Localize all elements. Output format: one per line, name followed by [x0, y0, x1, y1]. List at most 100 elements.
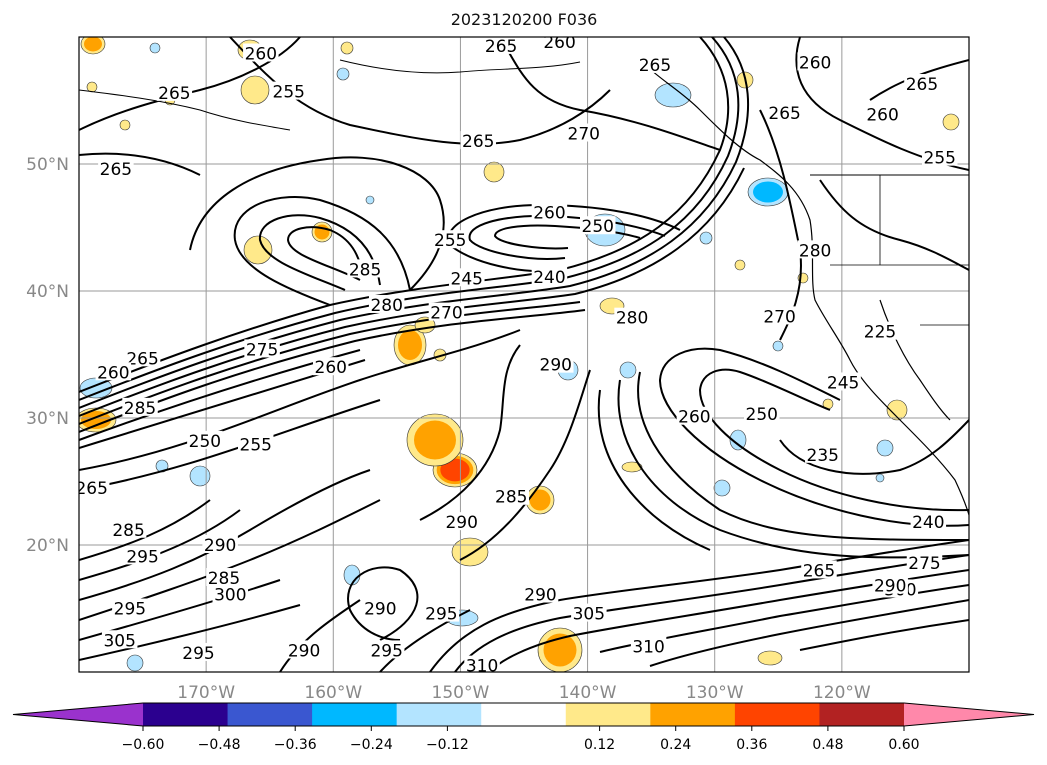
- contour-label-background: [531, 267, 568, 286]
- positive-anomaly-blob: [414, 420, 456, 460]
- contour-label-background: [212, 584, 249, 603]
- contour-label: 290: [445, 513, 477, 533]
- contour-label-background: [110, 519, 147, 538]
- contour-label: 290: [288, 641, 320, 661]
- contour-label: 295: [126, 547, 158, 567]
- positive-anomaly-blob: [340, 41, 354, 55]
- colorbar-tick-label: −0.48: [198, 737, 241, 753]
- contour-label: 265: [485, 37, 517, 57]
- trough-contour: [637, 371, 969, 541]
- negative-anomaly-blob: [149, 42, 161, 54]
- contour-label-background: [432, 230, 469, 249]
- contour-label-background: [801, 560, 837, 579]
- contour-label: 290: [364, 600, 396, 620]
- x-tick-label: 140°W: [559, 683, 617, 703]
- contour-label-background: [483, 37, 519, 54]
- contour-label-background: [124, 546, 161, 565]
- subtropic-contour: [347, 566, 419, 641]
- negative-anomaly-blob: [336, 67, 350, 81]
- swirl-contour: [233, 196, 411, 306]
- contour-label: 295: [425, 605, 457, 625]
- jet-contour: [79, 399, 381, 491]
- contour-label-background: [443, 512, 480, 531]
- contour-label: 255: [273, 83, 305, 103]
- subtropic-contour: [419, 344, 521, 521]
- contour-label: 270: [763, 307, 795, 327]
- north-contour: [499, 37, 721, 151]
- positive-anomaly-blob: [240, 75, 270, 105]
- contour-label-background: [579, 216, 616, 235]
- subtropic-contour: [79, 604, 301, 661]
- positive-anomaly-blob: [243, 235, 273, 265]
- contour-label-background: [761, 306, 798, 325]
- trough-contour: [597, 389, 711, 551]
- contour-label: 260: [533, 203, 565, 223]
- colorbar-tick-label: 0.48: [812, 737, 843, 753]
- negative-anomaly-blob: [753, 181, 783, 203]
- subtropic-contour: [279, 599, 361, 672]
- contour-label: 265: [639, 56, 671, 76]
- contour-label-background: [101, 630, 138, 649]
- contour-label: 290: [540, 356, 572, 376]
- contour-label: 310: [632, 638, 664, 658]
- colorbar-tick-label: −0.60: [122, 737, 165, 753]
- contour-label-background: [112, 598, 148, 617]
- contour-label-background: [531, 202, 568, 221]
- east-contour: [649, 599, 969, 667]
- contour-label-background: [797, 52, 833, 71]
- contour-label: 305: [573, 605, 605, 625]
- contour-label-background: [286, 640, 322, 659]
- positive-anomaly-blob: [451, 537, 489, 567]
- contour-label-background: [362, 598, 399, 617]
- east-contour: [454, 554, 969, 672]
- y-tick-label: 20°N: [26, 536, 69, 556]
- colorbar-tick-label: 0.24: [660, 737, 691, 753]
- contour-label: 250: [746, 405, 778, 425]
- swirl-contour: [258, 214, 381, 291]
- north-contour: [79, 152, 201, 176]
- axis-tick-layer: 170°W 160°W 150°W 140°W 130°W 120°W 20°N 30°N 40…: [26, 155, 871, 703]
- contour-label-background: [766, 103, 803, 122]
- negative-anomaly-blob: [876, 439, 894, 457]
- contour-label-background: [237, 434, 274, 453]
- positive-anomaly-blob: [734, 259, 746, 271]
- contour-label-background: [122, 397, 158, 416]
- contour-label: 250: [582, 217, 614, 237]
- contour-label: 245: [451, 269, 483, 289]
- contour-label-background: [614, 307, 650, 326]
- contour-label-background: [428, 302, 465, 321]
- contour-label: 260: [543, 33, 575, 53]
- negative-anomaly-blob: [772, 340, 784, 352]
- contour-label-background: [98, 159, 134, 178]
- colorbar-segment: [819, 703, 905, 726]
- contour-label-background: [187, 430, 223, 449]
- colorbar-segment: [143, 703, 229, 726]
- x-tick-label: 120°W: [813, 683, 871, 703]
- jet-contour: [79, 329, 521, 471]
- contour-label: 260: [315, 358, 347, 378]
- colorbar: −0.60 −0.48 −0.36 −0.24 −0.12 0.12 0.24 0.36 0.4…: [12, 702, 1035, 753]
- trough-contour: [617, 379, 969, 559]
- contour-label-background: [79, 477, 110, 496]
- trough-contour: [779, 419, 969, 475]
- contour-label: 270: [430, 304, 462, 324]
- contour-label: 255: [240, 436, 272, 456]
- chart-title: 2023120200 F036: [451, 10, 598, 29]
- contour-label-background: [630, 636, 667, 655]
- contour-label: 285: [124, 399, 156, 419]
- contour-label: 225: [864, 323, 896, 343]
- y-tick-label: 40°N: [26, 282, 69, 302]
- subtropic-contour: [79, 469, 371, 601]
- contour-label-background: [872, 575, 908, 594]
- contour-label-background: [744, 404, 780, 423]
- positive-anomaly-blob: [81, 411, 111, 429]
- contour-label-background: [922, 147, 958, 166]
- contour-label-background: [347, 259, 383, 278]
- contour-label-background: [124, 348, 161, 367]
- colorbar-under-extension: [13, 703, 143, 726]
- positive-anomaly-blob: [886, 399, 908, 421]
- contour-label-background: [464, 655, 500, 672]
- negative-anomaly-blob: [126, 654, 144, 672]
